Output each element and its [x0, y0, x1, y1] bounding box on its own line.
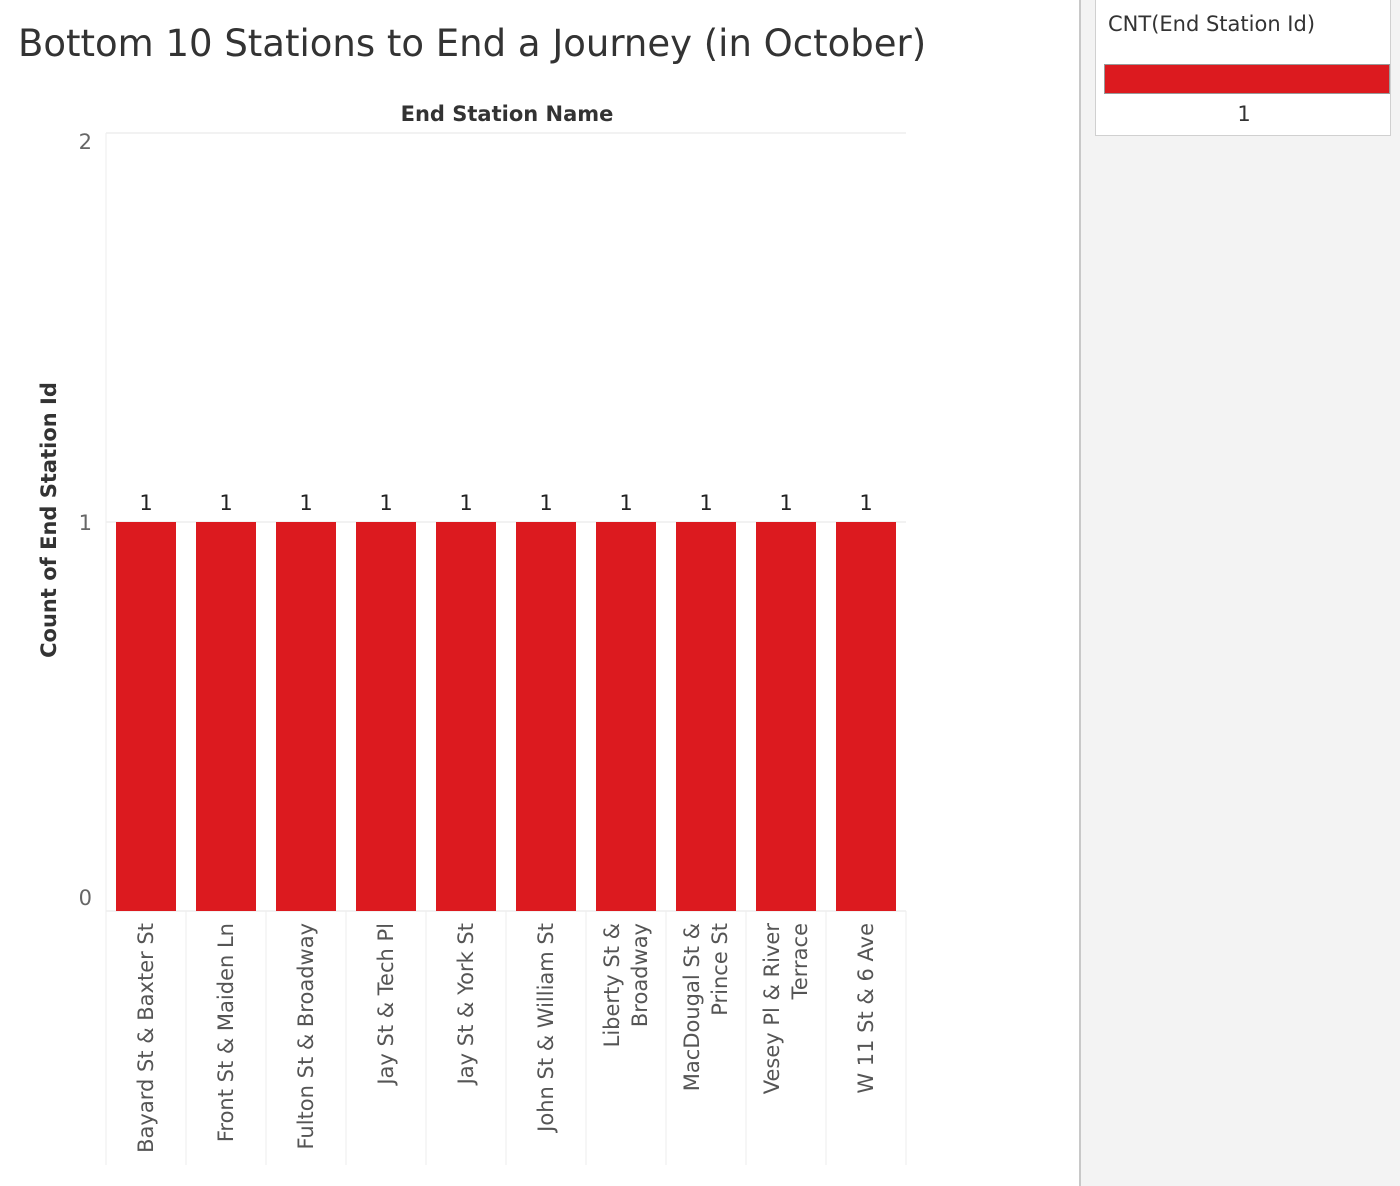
data-label: 1: [619, 491, 632, 515]
bar: [596, 522, 656, 911]
legend-title: CNT(End Station Id): [1108, 12, 1316, 36]
category-label-line: Front St & Maiden Ln: [214, 923, 238, 1142]
category-label: Jay St & Tech Pl: [374, 923, 398, 1087]
bar: [276, 522, 336, 911]
category-label-line: Jay St & York St: [454, 923, 478, 1086]
data-label: 1: [859, 491, 872, 515]
category-label-line: John St & William St: [534, 923, 558, 1134]
data-label: 1: [299, 491, 312, 515]
category-label-line: MacDougal St &: [680, 923, 704, 1091]
category-label: Front St & Maiden Ln: [214, 923, 238, 1142]
data-label: 1: [379, 491, 392, 515]
category-label: Vesey Pl & River Terrace: [760, 923, 812, 1095]
y-tick-label: 2: [79, 130, 92, 154]
bar: [436, 522, 496, 911]
category-label: MacDougal St & Prince St: [680, 923, 732, 1091]
category-label: W 11 St & 6 Ave: [854, 923, 878, 1094]
chart-title: Bottom 10 Stations to End a Journey (in …: [18, 22, 927, 65]
x-axis-title: End Station Name: [401, 102, 614, 126]
category-label-line: Terrace: [788, 923, 812, 1000]
bar: [116, 522, 176, 911]
data-label: 1: [459, 491, 472, 515]
data-label: 1: [139, 491, 152, 515]
color-legend: CNT(End Station Id) 1: [1095, 0, 1391, 136]
legend-color-swatch: [1104, 64, 1390, 94]
y-tick-label: 0: [79, 886, 92, 910]
category-label: Bayard St & Baxter St: [134, 923, 158, 1153]
legend-panel: CNT(End Station Id) 1: [1081, 0, 1400, 1186]
data-label: 1: [219, 491, 232, 515]
category-label: Jay St & York St: [454, 923, 478, 1086]
category-label-line: W 11 St & 6 Ave: [854, 923, 878, 1094]
data-label: 1: [779, 491, 792, 515]
bar: [516, 522, 576, 911]
bar-chart: 0 1 2 1 Bayard St & Baxter St 1 Front St & Mai…: [37, 102, 907, 1165]
legend-value: 1: [1237, 102, 1251, 126]
category-label-line: Liberty St &: [600, 923, 624, 1047]
category-label-line: Bayard St & Baxter St: [134, 923, 158, 1153]
y-tick-label: 1: [79, 511, 92, 535]
data-label: 1: [539, 491, 552, 515]
category-label: Liberty St & Broadway: [600, 923, 652, 1047]
category-label-line: Jay St & Tech Pl: [374, 923, 398, 1087]
bar: [676, 522, 736, 911]
category-label: John St & William St: [534, 923, 558, 1134]
category-label-line: Fulton St & Broadway: [294, 923, 318, 1150]
bar: [756, 522, 816, 911]
bar: [836, 522, 896, 911]
chart-panel: Bottom 10 Stations to End a Journey (in …: [18, 0, 1081, 1186]
category-label: Fulton St & Broadway: [294, 923, 318, 1150]
bar: [196, 522, 256, 911]
data-label: 1: [699, 491, 712, 515]
y-axis-title: Count of End Station Id: [37, 382, 61, 658]
category-label-line: Broadway: [628, 923, 652, 1027]
category-label-line: Prince St: [708, 923, 732, 1016]
category-label-line: Vesey Pl & River: [760, 923, 784, 1095]
bar: [356, 522, 416, 911]
